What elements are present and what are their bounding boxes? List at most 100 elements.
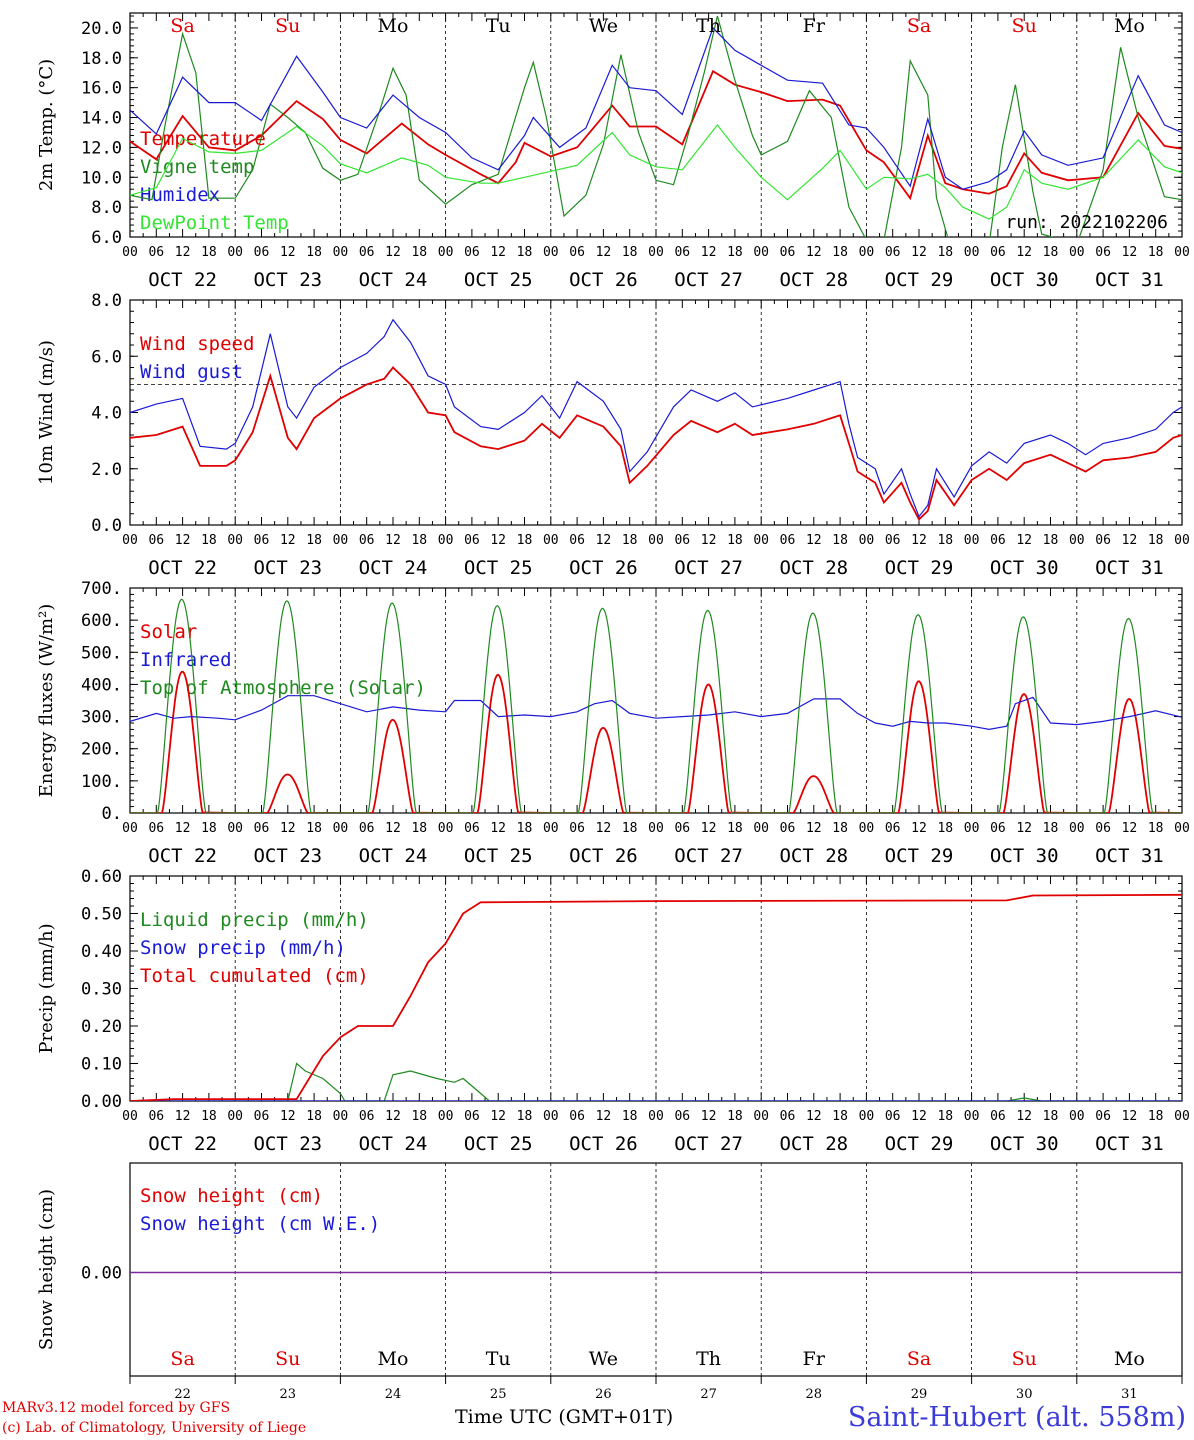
energy-date-label: OCT 30 <box>990 845 1059 867</box>
precip-hour-tick-label: 12 <box>280 1109 296 1124</box>
energy-legend-2: Top of Atmosphere (Solar) <box>140 677 426 699</box>
wind-hour-tick-label: 00 <box>648 533 664 548</box>
wind-hour-tick-label: 00 <box>753 533 769 548</box>
wind-hour-tick-label: 00 <box>227 533 243 548</box>
wind-hour-tick-label: 00 <box>438 533 454 548</box>
precip-hour-tick-label: 00 <box>333 1109 349 1124</box>
energy-hour-tick-label: 12 <box>701 821 717 836</box>
temperature-date-label: OCT 26 <box>569 269 638 291</box>
energy-y-tick-label: 100. <box>81 772 122 792</box>
precip-hour-tick-label: 00 <box>753 1109 769 1124</box>
snow-legend-1: Snow height (cm W.E.) <box>140 1213 380 1235</box>
wind-hour-tick-label: 12 <box>1016 533 1032 548</box>
station-label: Saint-Hubert (alt. 558m) <box>847 1402 1186 1433</box>
energy-series-0 <box>130 670 1182 813</box>
energy-hour-tick-label: 00 <box>122 821 138 836</box>
wind-hour-tick-label: 06 <box>148 533 164 548</box>
precip-date-label: OCT 28 <box>779 1133 848 1155</box>
precip-hour-tick-label: 18 <box>832 1109 848 1124</box>
precip-hour-tick-label: 18 <box>517 1109 533 1124</box>
precip-hour-tick-label: 06 <box>780 1109 796 1124</box>
weekday-label-top: Sa <box>170 15 194 37</box>
time-axis-label: Time UTC (GMT+01T) <box>455 1406 674 1428</box>
energy-hour-tick-label: 06 <box>1095 821 1111 836</box>
wind-hour-tick-label: 06 <box>780 533 796 548</box>
snow-legend-0: Snow height (cm) <box>140 1185 323 1207</box>
temperature-y-tick-label: 16.0 <box>81 79 122 99</box>
wind-y-tick-label: 0.0 <box>91 516 122 536</box>
temperature-date-label: OCT 24 <box>359 269 428 291</box>
precip-hour-tick-label: 06 <box>885 1109 901 1124</box>
energy-hour-tick-label: 12 <box>596 821 612 836</box>
wind-y-tick-label: 2.0 <box>91 460 122 480</box>
temperature-hour-tick-label: 00 <box>227 245 243 260</box>
energy-hour-tick-label: 12 <box>280 821 296 836</box>
temperature-hour-tick-label: 18 <box>937 245 953 260</box>
temperature-hour-tick-label: 18 <box>1043 245 1059 260</box>
temperature-hour-tick-label: 12 <box>806 245 822 260</box>
wind-hour-tick-label: 00 <box>122 533 138 548</box>
weekday-label-top: Su <box>275 15 300 37</box>
temperature-hour-tick-label: 00 <box>333 245 349 260</box>
energy-hour-tick-label: 18 <box>622 821 638 836</box>
precip-hour-tick-label: 12 <box>596 1109 612 1124</box>
snow-y-tick-label: 0.00 <box>81 1264 122 1284</box>
wind-y-axis-label: 10m Wind (m/s) <box>36 340 57 485</box>
temperature-hour-tick-label: 00 <box>964 245 980 260</box>
temperature-hour-tick-label: 06 <box>148 245 164 260</box>
temperature-y-axis-label: 2m Temp. (°C) <box>36 59 57 191</box>
temperature-hour-tick-label: 06 <box>674 245 690 260</box>
wind-y-tick-label: 6.0 <box>91 347 122 367</box>
temperature-hour-tick-label: 06 <box>464 245 480 260</box>
temperature-y-tick-label: 20.0 <box>81 19 122 39</box>
weekday-label-top: Th <box>696 15 721 37</box>
temperature-hour-tick-label: 06 <box>885 245 901 260</box>
weekday-label-top: Fr <box>803 15 826 37</box>
precip-date-label: OCT 25 <box>464 1133 533 1155</box>
temperature-hour-tick-label: 18 <box>306 245 322 260</box>
precip-legend-2: Total cumulated (cm) <box>140 965 369 987</box>
wind-hour-tick-label: 12 <box>280 533 296 548</box>
energy-hour-tick-label: 06 <box>148 821 164 836</box>
temperature-hour-tick-label: 18 <box>517 245 533 260</box>
energy-hour-tick-label: 06 <box>254 821 270 836</box>
weekday-label-bottom: Fr <box>803 1348 826 1370</box>
temperature-series-0 <box>130 69 1182 201</box>
precip-hour-tick-label: 06 <box>674 1109 690 1124</box>
precip-legend-1: Snow precip (mm/h) <box>140 937 346 959</box>
precip-hour-tick-label: 00 <box>1174 1109 1190 1124</box>
temperature-hour-tick-label: 00 <box>1174 245 1190 260</box>
temperature-y-tick-label: 6.0 <box>91 228 122 248</box>
energy-hour-tick-label: 18 <box>306 821 322 836</box>
day-number-label: 30 <box>1016 1387 1033 1402</box>
energy-hour-tick-label: 06 <box>674 821 690 836</box>
precip-hour-tick-label: 00 <box>648 1109 664 1124</box>
wind-hour-tick-label: 00 <box>859 533 875 548</box>
energy-hour-tick-label: 00 <box>1069 821 1085 836</box>
temperature-hour-tick-label: 18 <box>411 245 427 260</box>
weekday-label-bottom: We <box>589 1348 618 1370</box>
wind-legend-0: Wind speed <box>140 333 254 355</box>
energy-hour-tick-label: 06 <box>780 821 796 836</box>
weekday-label-bottom: Mo <box>1114 1348 1145 1370</box>
energy-hour-tick-label: 12 <box>175 821 191 836</box>
wind-hour-tick-label: 18 <box>1148 533 1164 548</box>
precip-date-label: OCT 27 <box>674 1133 743 1155</box>
energy-hour-tick-label: 18 <box>517 821 533 836</box>
precip-y-tick-label: 0.30 <box>81 980 122 1000</box>
precip-y-axis-label: Precip (mm/h) <box>36 923 57 1053</box>
energy-legend-0: Solar <box>140 621 197 643</box>
energy-date-label: OCT 24 <box>359 845 428 867</box>
precip-hour-tick-label: 18 <box>201 1109 217 1124</box>
energy-y-tick-label: 400. <box>81 675 122 695</box>
energy-y-tick-label: 700. <box>81 579 122 599</box>
precip-y-tick-label: 0.40 <box>81 942 122 962</box>
temperature-hour-tick-label: 12 <box>385 245 401 260</box>
energy-hour-tick-label: 18 <box>832 821 848 836</box>
temperature-y-tick-label: 10.0 <box>81 168 122 188</box>
snow-y-axis-label: Snow height (cm) <box>36 1189 57 1350</box>
temperature-hour-tick-label: 06 <box>780 245 796 260</box>
run-label: run: 2022102206 <box>1005 212 1168 233</box>
energy-hour-tick-label: 12 <box>490 821 506 836</box>
energy-y-axis-label: Energy fluxes (W/m²) <box>36 604 57 798</box>
